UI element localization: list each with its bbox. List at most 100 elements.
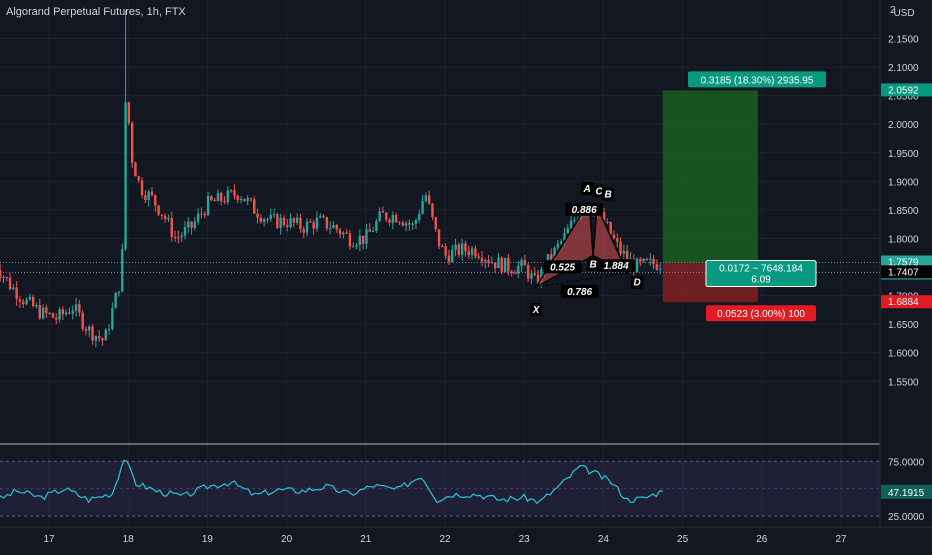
candle xyxy=(134,161,137,177)
candle-body xyxy=(210,196,213,200)
time-axis: 17 18 19 20 21 22 23 24 25 26 27 xyxy=(0,526,932,545)
candle xyxy=(259,214,263,224)
time-tick-label: 17 xyxy=(43,534,55,545)
time-tick-label: 21 xyxy=(360,534,372,545)
candle-body xyxy=(88,326,91,331)
candle xyxy=(355,242,358,250)
candle xyxy=(78,299,81,317)
candle xyxy=(569,213,573,230)
candle xyxy=(41,304,45,321)
point-b2-label-bg xyxy=(601,187,615,201)
point-b-label: B xyxy=(589,260,596,271)
candle-body xyxy=(639,258,642,262)
candle-body xyxy=(246,198,249,202)
candle-body xyxy=(523,259,527,266)
rsi-current-label: 47.1915 xyxy=(888,488,925,499)
candle-body xyxy=(368,229,371,232)
candle xyxy=(286,218,289,232)
candle xyxy=(639,257,642,267)
candle xyxy=(203,211,206,219)
price-label-value: 2.0592 xyxy=(888,85,919,96)
candle xyxy=(619,237,622,258)
candle xyxy=(64,309,68,317)
candle-body xyxy=(31,296,35,307)
price-tick-label: 2.0000 xyxy=(888,120,919,131)
candle-body xyxy=(444,246,447,256)
candle-body xyxy=(348,233,352,247)
rsi-tick-label: 75.0000 xyxy=(888,457,925,468)
candle xyxy=(8,273,12,291)
candle-body xyxy=(292,218,296,223)
candle-body xyxy=(619,241,622,254)
candle-body xyxy=(259,217,263,222)
candle-body xyxy=(378,211,381,222)
candle-body xyxy=(81,312,84,329)
candle-body xyxy=(408,223,411,225)
price-tick-label: 2.1000 xyxy=(888,63,919,74)
candle xyxy=(368,223,371,232)
candle xyxy=(299,213,302,233)
candle-body xyxy=(556,243,560,248)
candle-body xyxy=(388,219,391,223)
candle-body xyxy=(55,317,58,320)
candle-body xyxy=(335,224,338,230)
candle-body xyxy=(454,244,457,250)
candle-body xyxy=(130,122,134,163)
candle-body xyxy=(38,305,41,319)
candle-body xyxy=(503,257,507,273)
candle xyxy=(305,217,309,237)
candle xyxy=(68,307,71,315)
candle-body xyxy=(480,257,484,262)
candle xyxy=(216,189,220,202)
candle-body xyxy=(550,254,553,260)
mid-label-box xyxy=(705,260,817,288)
price-label-value: 1.6884 xyxy=(888,297,919,308)
candle xyxy=(220,191,223,206)
candle xyxy=(457,242,461,258)
candle-body xyxy=(91,326,94,341)
candle xyxy=(394,212,398,223)
candle-body xyxy=(398,222,401,224)
position-zones[interactable]: 0.3185 (18.30%) 2935.95 0.0523 (3.00%) 10… xyxy=(0,71,880,322)
candle-body xyxy=(200,213,203,215)
candle-body xyxy=(533,273,536,275)
candle xyxy=(437,229,441,250)
time-tick-label: 19 xyxy=(202,534,214,545)
candle-body xyxy=(279,217,282,228)
candle-body xyxy=(437,229,441,247)
candle-body xyxy=(157,205,160,215)
candle xyxy=(388,217,391,227)
candle xyxy=(266,217,269,224)
candle-body xyxy=(401,222,404,226)
candle-body xyxy=(500,257,503,273)
price-label-value: 1.7407 xyxy=(888,267,919,278)
candle xyxy=(358,229,362,252)
candle xyxy=(381,206,385,213)
candle-body xyxy=(180,235,183,238)
candle-body xyxy=(490,262,494,264)
candle xyxy=(193,216,197,231)
candle-body xyxy=(249,198,253,200)
candle-body xyxy=(2,277,5,279)
candle xyxy=(467,245,470,260)
candle-body xyxy=(58,309,61,320)
candle-body xyxy=(421,201,424,214)
candle-body xyxy=(305,221,309,233)
candle-body xyxy=(160,214,164,216)
candle xyxy=(315,211,319,232)
candle xyxy=(233,184,236,200)
candle xyxy=(121,243,124,293)
candle-body xyxy=(484,260,487,262)
candle-body xyxy=(213,199,216,202)
candle-body xyxy=(645,258,649,261)
candle-body xyxy=(203,213,206,216)
candle xyxy=(0,264,2,282)
candle-body xyxy=(8,277,12,290)
candle-body xyxy=(229,190,233,192)
candle xyxy=(361,235,365,250)
candle xyxy=(25,297,28,306)
ratio-xd-label: 0.786 xyxy=(567,287,592,298)
point-x-label: X xyxy=(532,305,541,316)
